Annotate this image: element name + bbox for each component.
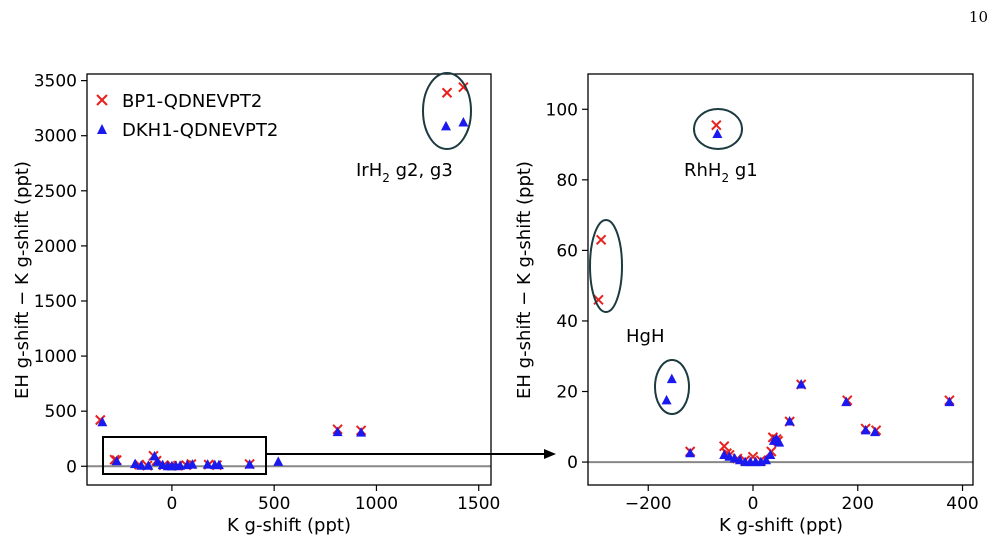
data-point-dkh1 (152, 456, 163, 466)
x-tick-label: 1500 (457, 494, 500, 514)
data-point-dkh1 (440, 120, 451, 131)
y-tick-label: 0 (66, 457, 77, 477)
data-point-dkh1 (860, 424, 871, 435)
hgh-annotation: HgH (626, 326, 665, 347)
x-tick-label: −200 (625, 494, 672, 514)
left-plot-frame (86, 73, 492, 486)
legend-label-dkh1: DKH1-QDNEVPT2 (122, 120, 278, 141)
y-tick-label: 2000 (34, 237, 77, 257)
data-point-dkh1 (356, 427, 367, 437)
zoom-arrow (266, 449, 556, 459)
left-x-ticks: 0 500 1000 1500 (166, 485, 500, 514)
y-tick-label: 100 (546, 100, 578, 120)
data-point-dkh1 (143, 460, 154, 470)
data-point-dkh1 (458, 116, 469, 127)
data-point-dkh1 (796, 378, 807, 389)
data-point-dkh1 (685, 447, 696, 458)
data-point-dkh1 (712, 128, 723, 138)
data-point-dkh1 (130, 458, 141, 469)
left-y-axis-label: EH g-shift − K g-shift (ppt) (12, 161, 33, 399)
y-tick-label: 2500 (34, 182, 77, 202)
x-tick-label: 0 (748, 494, 759, 514)
data-point-dkh1 (244, 459, 255, 469)
left-x-axis-label: K g-shift (ppt) (227, 515, 351, 536)
data-point-dkh1 (136, 460, 147, 470)
data-point-dkh1 (97, 416, 108, 427)
data-point-bp1 (441, 87, 453, 98)
right-x-axis-label: K g-shift (ppt) (719, 515, 843, 536)
zoom-region-box (102, 436, 267, 475)
y-tick-label: 20 (556, 383, 578, 403)
data-point-dkh1 (870, 426, 881, 437)
y-tick-label: 1000 (34, 347, 77, 367)
y-tick-label: 40 (556, 312, 578, 332)
data-point-dkh1 (175, 460, 186, 470)
left-y-ticks: 0 500 1000 1500 2000 2500 3000 3500 (34, 72, 87, 477)
data-point-dkh1 (774, 437, 785, 447)
legend-marker-bp1 (96, 94, 108, 106)
data-point-dkh1 (944, 396, 955, 407)
left-chart: 0 500 1000 1500 0 500 1000 1500 2000 2500 3000 350… (12, 72, 500, 536)
data-point-dkh1 (111, 455, 122, 466)
hgh-ellipse-upper (589, 219, 623, 313)
data-point-dkh1 (213, 459, 224, 470)
data-point-dkh1 (202, 459, 213, 469)
rhh2-annotation: RhH2 g1 (684, 160, 758, 185)
page-number: 10 (969, 8, 988, 26)
legend: BP1-QDNEVPT2 DKH1-QDNEVPT2 (96, 91, 278, 141)
data-point-dkh1 (273, 456, 284, 466)
irh2-ellipse (422, 72, 472, 150)
y-tick-label: 1500 (34, 292, 77, 312)
data-point-dkh1 (666, 373, 677, 384)
x-tick-label: 200 (842, 494, 874, 514)
y-tick-label: 0 (567, 453, 578, 473)
y-tick-label: 60 (556, 241, 578, 261)
data-point-dkh1 (661, 394, 672, 405)
data-point-dkh1 (761, 454, 772, 465)
right-chart: −200 0 200 400 0 20 40 60 80 100 K g-shift (ppt)… (514, 73, 979, 536)
right-y-ticks: 0 20 40 60 80 100 (546, 100, 588, 473)
hgh-ellipse-lower (654, 359, 690, 415)
x-tick-label: 400 (946, 494, 978, 514)
irh2-annotation: IrH2 g2, g3 (356, 160, 453, 185)
data-point-bp1 (595, 234, 607, 246)
y-tick-label: 80 (556, 171, 578, 191)
x-tick-label: 500 (258, 494, 290, 514)
y-tick-label: 500 (45, 402, 77, 422)
right-y-axis-label: EH g-shift − K g-shift (ppt) (514, 161, 535, 399)
legend-label-bp1: BP1-QDNEVPT2 (122, 91, 262, 112)
data-point-dkh1 (784, 415, 795, 426)
y-tick-label: 3000 (34, 127, 77, 147)
data-point-dkh1 (765, 449, 776, 460)
right-x-ticks: −200 0 200 400 (625, 485, 979, 514)
x-tick-label: 0 (166, 494, 177, 514)
data-point-bp1 (711, 119, 722, 131)
legend-marker-dkh1 (97, 124, 107, 134)
data-point-dkh1 (332, 426, 343, 437)
y-tick-label: 3500 (34, 72, 77, 92)
data-point-dkh1 (841, 396, 852, 407)
data-point-bp1 (718, 440, 730, 452)
right-plot-marks (588, 119, 973, 467)
x-tick-label: 1000 (355, 494, 398, 514)
right-plot-frame (587, 73, 974, 486)
data-point-dkh1 (187, 459, 198, 469)
rhh2-ellipse (693, 108, 743, 150)
